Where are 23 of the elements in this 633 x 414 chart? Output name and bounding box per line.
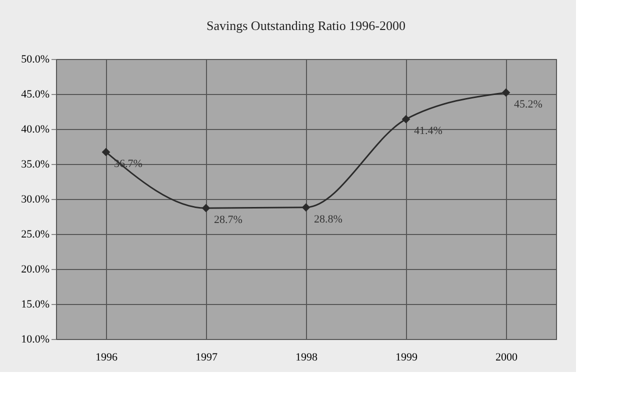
data-label: 45.2% [514,98,542,111]
y-tick-label: 30.0% [21,194,50,206]
y-tick-label: 15.0% [21,298,50,310]
y-tick-label: 35.0% [21,158,50,170]
point [402,115,410,124]
point [102,148,110,156]
x-tick-label: 2000 [496,352,518,364]
point [502,88,510,97]
x-tick-label: 1996 [96,352,118,364]
y-tick-label: 40.0% [21,124,50,136]
x-tick-label: 1997 [196,352,218,364]
x-tick-label: 1998 [296,352,318,364]
y-tick-label: 50.0% [21,54,50,66]
data-label: 28.8% [314,213,342,226]
y-tick-label: 45.0% [21,88,50,100]
x-tick-label: 1999 [396,352,418,364]
chart-title: Savings Outstanding Ratio 1996-2000 [206,18,406,33]
data-label: 28.7% [214,214,242,226]
point [302,203,310,212]
y-tick-label: 10.0% [21,334,50,346]
y-tick-label: 25.0% [21,228,50,240]
y-tick-label: 20.0% [21,264,50,276]
point [202,204,210,212]
